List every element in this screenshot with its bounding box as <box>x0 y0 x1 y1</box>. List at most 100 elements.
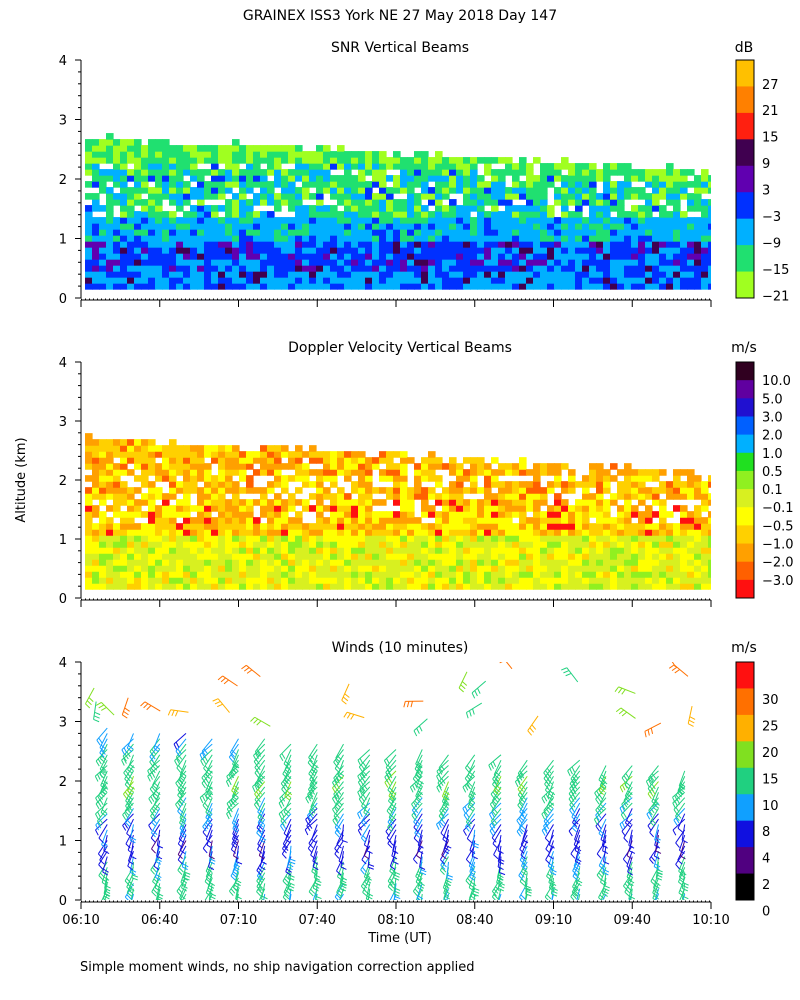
heatmap-cell <box>680 229 688 236</box>
heatmap-cell <box>85 511 93 518</box>
heatmap-cell <box>85 583 93 590</box>
heatmap-cell <box>316 565 324 572</box>
heatmap-cell <box>190 235 198 242</box>
heatmap-cell <box>134 577 142 584</box>
heatmap-cell <box>687 283 695 290</box>
wind-barb-flag <box>389 878 395 884</box>
heatmap-cell <box>400 259 408 266</box>
heatmap-cell <box>610 253 618 260</box>
wind-barb-flag <box>206 809 212 814</box>
heatmap-cell <box>211 283 219 290</box>
y-tick-label: 0 <box>59 592 67 607</box>
heatmap-cell <box>638 217 646 224</box>
wind-barb-flag <box>420 869 427 873</box>
heatmap-cell <box>204 205 212 212</box>
heatmap-cell <box>169 247 177 254</box>
heatmap-cell <box>253 571 261 578</box>
heatmap-cell <box>344 265 352 272</box>
heatmap-cell <box>274 181 282 188</box>
heatmap-cell <box>540 217 548 224</box>
heatmap-cell <box>421 277 429 284</box>
heatmap-cell <box>365 541 373 548</box>
heatmap-cell <box>505 469 513 476</box>
heatmap-cell <box>666 211 674 218</box>
heatmap-cell <box>351 205 359 212</box>
heatmap-cell <box>547 547 555 554</box>
heatmap-cell <box>358 217 366 224</box>
heatmap-cell <box>491 223 499 230</box>
heatmap-cell <box>526 499 534 506</box>
heatmap-cell <box>281 199 289 206</box>
heatmap-cell <box>379 199 387 206</box>
heatmap-cell <box>358 547 366 554</box>
heatmap-cell <box>491 493 499 500</box>
heatmap-cell <box>92 463 100 470</box>
heatmap-cell <box>624 505 632 512</box>
heatmap-cell <box>435 277 443 284</box>
heatmap-cell <box>148 235 156 242</box>
heatmap-cell <box>211 571 219 578</box>
heatmap-cell <box>624 175 632 182</box>
winds-title: Winds (10 minutes) <box>332 640 469 656</box>
wind-barb-flag <box>259 839 266 844</box>
heatmap-cell <box>302 175 310 182</box>
heatmap-cell <box>288 505 296 512</box>
heatmap-cell <box>652 523 660 530</box>
heatmap-cell <box>204 277 212 284</box>
y-tick-label: 3 <box>59 114 67 129</box>
wind-barb-shaft <box>263 893 266 900</box>
heatmap-cell <box>645 223 653 230</box>
heatmap-cell <box>239 505 247 512</box>
heatmap-cell <box>120 439 128 446</box>
heatmap-cell <box>253 175 261 182</box>
heatmap-cell <box>624 571 632 578</box>
heatmap-cell <box>113 499 121 506</box>
heatmap-cell <box>141 541 149 548</box>
heatmap-cell <box>267 217 275 224</box>
heatmap-cell <box>694 511 702 518</box>
heatmap-cell <box>176 157 184 164</box>
heatmap-cell <box>414 169 422 176</box>
heatmap-cell <box>512 493 520 500</box>
heatmap-cell <box>540 541 548 548</box>
heatmap-cell <box>211 253 219 260</box>
heatmap-cell <box>631 487 639 494</box>
wind-barb-flag <box>306 815 312 821</box>
heatmap-cell <box>505 223 513 230</box>
wind-barb-flag <box>100 749 106 755</box>
heatmap-cell <box>169 439 177 446</box>
heatmap-cell <box>190 205 198 212</box>
heatmap-cell <box>624 181 632 188</box>
heatmap-cell <box>267 283 275 290</box>
heatmap-cell <box>344 451 352 458</box>
heatmap-cell <box>211 193 219 200</box>
heatmap-cell <box>421 577 429 584</box>
heatmap-cell <box>176 481 184 488</box>
heatmap-cell <box>666 223 674 230</box>
heatmap-cell <box>561 193 569 200</box>
heatmap-cell <box>561 229 569 236</box>
heatmap-cell <box>666 487 674 494</box>
heatmap-cell <box>393 271 401 278</box>
heatmap-cell <box>519 505 527 512</box>
heatmap-cell <box>610 181 618 188</box>
heatmap-cell <box>148 493 156 500</box>
heatmap-cell <box>589 535 597 542</box>
heatmap-cell <box>603 187 611 194</box>
heatmap-cell <box>141 181 149 188</box>
heatmap-cell <box>680 547 688 554</box>
wind-barb-flag <box>336 829 342 835</box>
heatmap-cell <box>652 529 660 536</box>
heatmap-cell <box>85 475 93 482</box>
heatmap-cell <box>470 457 478 464</box>
heatmap-cell <box>596 475 604 482</box>
wind-barb-flag <box>332 820 337 826</box>
heatmap-cell <box>92 523 100 530</box>
heatmap-cell <box>162 565 170 572</box>
wind-barb-flag <box>157 892 164 897</box>
heatmap-cell <box>673 187 681 194</box>
heatmap-cell <box>295 241 303 248</box>
heatmap-cell <box>498 517 506 524</box>
heatmap-cell <box>183 235 191 242</box>
heatmap-cell <box>379 583 387 590</box>
